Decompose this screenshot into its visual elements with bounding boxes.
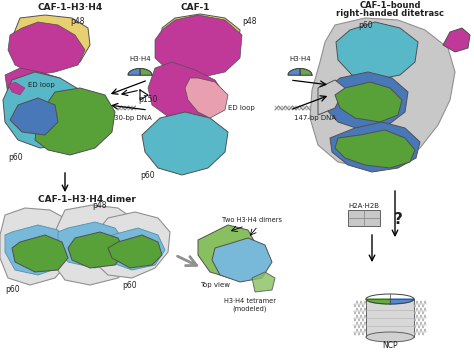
Text: p48: p48 xyxy=(93,201,107,210)
Polygon shape xyxy=(90,212,170,278)
Polygon shape xyxy=(12,15,90,70)
Text: right-handed ditetrasc: right-handed ditetrasc xyxy=(336,8,444,17)
Text: ?: ? xyxy=(393,213,402,228)
Text: CAF-1–H3·H4 dimer: CAF-1–H3·H4 dimer xyxy=(38,195,136,205)
Text: CAF-1: CAF-1 xyxy=(180,4,210,12)
Polygon shape xyxy=(310,18,455,168)
Polygon shape xyxy=(198,225,258,278)
Text: p48: p48 xyxy=(71,17,85,27)
Polygon shape xyxy=(155,15,242,78)
Text: p60: p60 xyxy=(358,20,373,29)
Polygon shape xyxy=(336,22,418,80)
Polygon shape xyxy=(108,235,162,268)
Bar xyxy=(348,210,380,226)
Polygon shape xyxy=(103,228,165,270)
Text: ED loop: ED loop xyxy=(28,82,55,88)
Polygon shape xyxy=(443,28,470,52)
Text: p60: p60 xyxy=(5,285,19,294)
Polygon shape xyxy=(8,22,85,75)
Text: p60: p60 xyxy=(8,154,23,162)
Polygon shape xyxy=(390,299,414,304)
Polygon shape xyxy=(58,222,125,268)
Polygon shape xyxy=(212,238,272,282)
Text: H2A·H2B: H2A·H2B xyxy=(348,203,380,209)
Polygon shape xyxy=(162,14,240,65)
Polygon shape xyxy=(12,235,68,272)
Text: 30-bp DNA: 30-bp DNA xyxy=(114,115,152,121)
Text: Two H3·H4 dimers: Two H3·H4 dimers xyxy=(222,217,282,223)
Polygon shape xyxy=(5,68,72,112)
Text: H3·H4 tetramer
(modeled): H3·H4 tetramer (modeled) xyxy=(224,298,276,312)
Text: CAF-1–H3·H4: CAF-1–H3·H4 xyxy=(38,4,103,12)
Polygon shape xyxy=(335,130,415,168)
Polygon shape xyxy=(300,68,312,75)
Text: ED loop: ED loop xyxy=(228,105,255,111)
Text: p60: p60 xyxy=(141,170,155,179)
Polygon shape xyxy=(5,225,65,275)
Polygon shape xyxy=(330,122,420,172)
Polygon shape xyxy=(288,68,300,75)
Text: NCP: NCP xyxy=(382,340,398,349)
Text: CAF-1–bound: CAF-1–bound xyxy=(359,0,421,9)
Text: p48: p48 xyxy=(242,17,256,27)
Text: p60: p60 xyxy=(123,281,137,289)
Polygon shape xyxy=(318,80,345,115)
Polygon shape xyxy=(35,88,115,155)
Text: H3·H4: H3·H4 xyxy=(129,56,151,62)
Polygon shape xyxy=(3,72,88,148)
Text: 147-bp DNA: 147-bp DNA xyxy=(294,115,336,121)
Polygon shape xyxy=(142,112,228,175)
Text: Top view: Top view xyxy=(200,282,230,288)
Polygon shape xyxy=(128,68,140,75)
Polygon shape xyxy=(140,68,152,75)
Polygon shape xyxy=(252,272,275,292)
Polygon shape xyxy=(325,72,408,130)
Polygon shape xyxy=(8,82,25,95)
Bar xyxy=(366,299,414,337)
Polygon shape xyxy=(185,78,228,118)
Polygon shape xyxy=(52,205,140,285)
Text: p150: p150 xyxy=(138,95,158,104)
Ellipse shape xyxy=(366,332,414,342)
Polygon shape xyxy=(148,62,225,122)
Polygon shape xyxy=(68,232,125,268)
Polygon shape xyxy=(335,82,402,122)
Polygon shape xyxy=(366,299,390,304)
Polygon shape xyxy=(10,98,58,135)
Polygon shape xyxy=(0,208,75,285)
Text: H3·H4: H3·H4 xyxy=(289,56,311,62)
